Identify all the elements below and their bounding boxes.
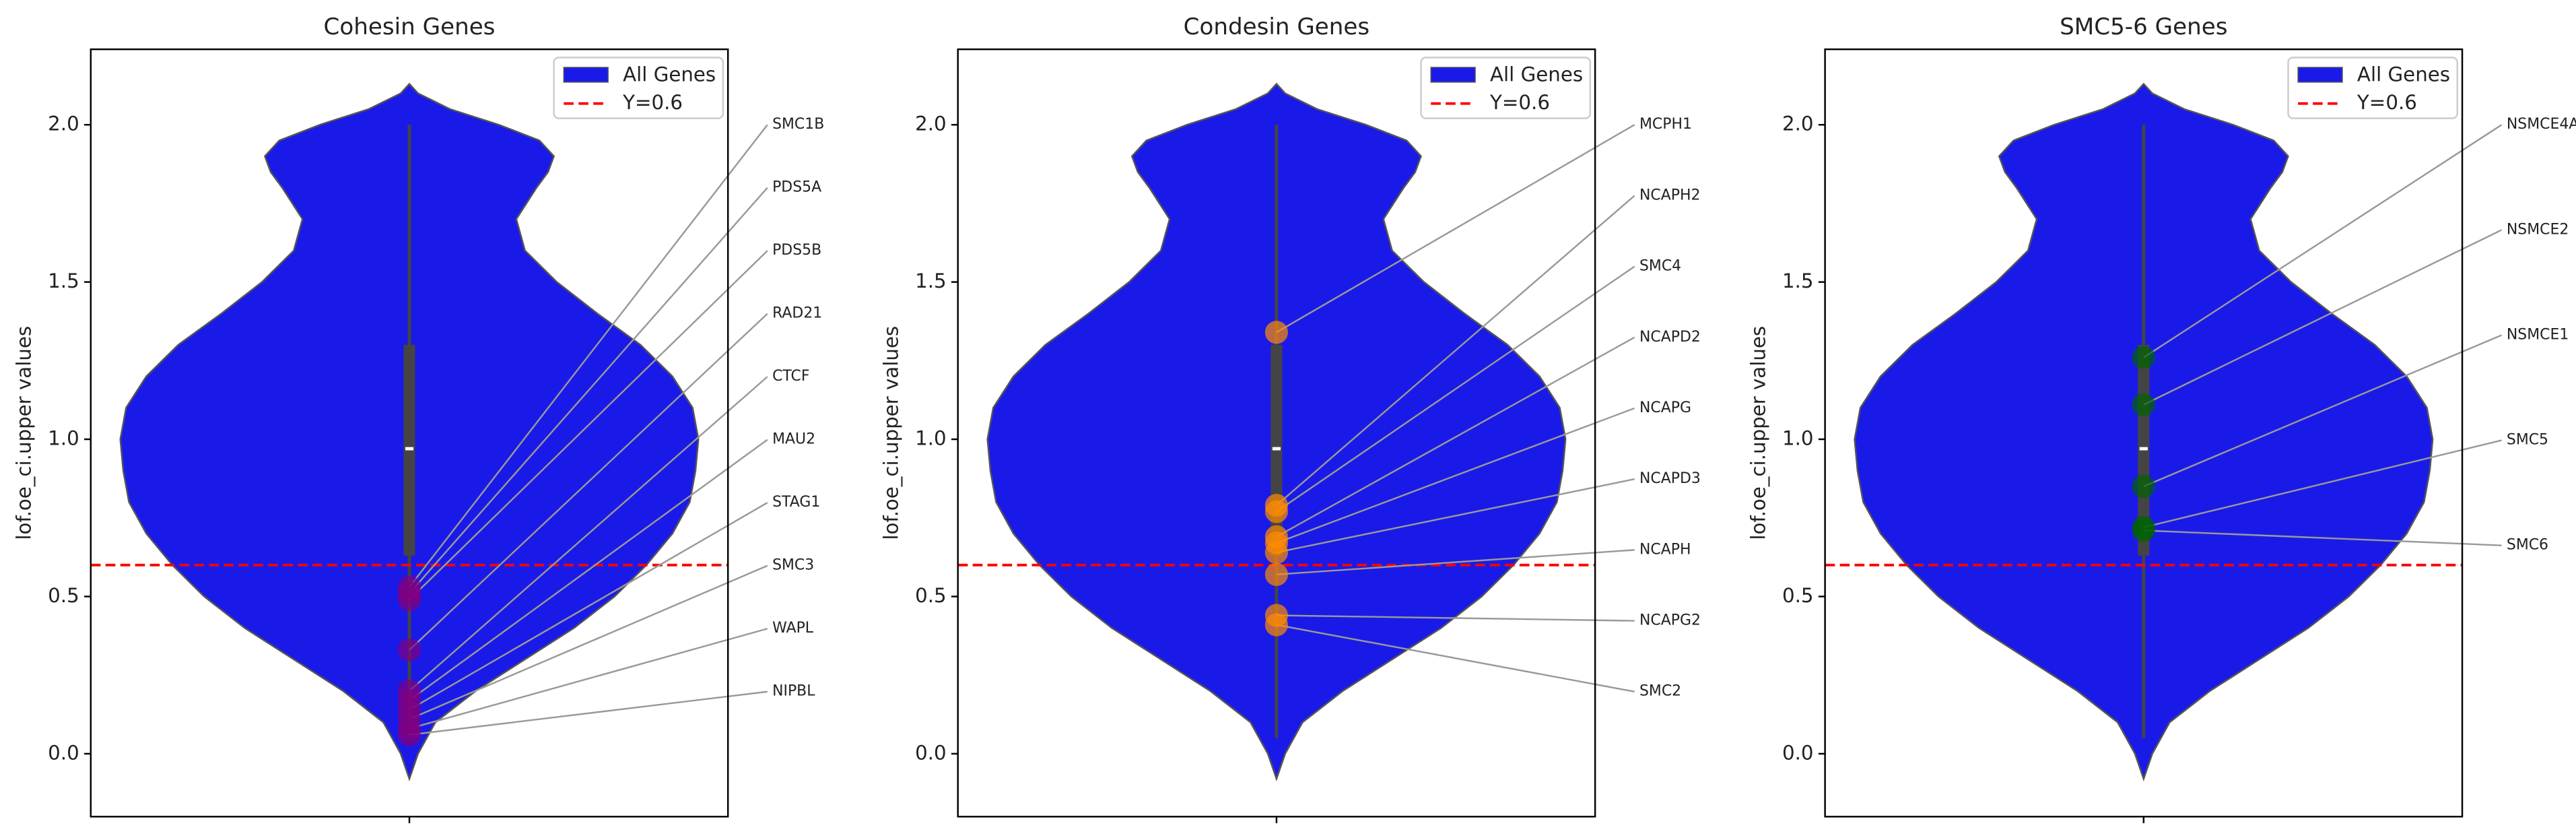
legend-swatch bbox=[1430, 67, 1476, 83]
legend-label: Y=0.6 bbox=[1489, 91, 1550, 114]
gene-label: NIPBL bbox=[772, 683, 815, 700]
gene-point bbox=[2132, 519, 2155, 542]
y-tick-label: 1.5 bbox=[1782, 269, 1814, 292]
gene-label: PDS5A bbox=[772, 179, 821, 196]
legend-label: All Genes bbox=[2357, 63, 2450, 86]
legend-label: Y=0.6 bbox=[2357, 91, 2417, 114]
gene-label: SMC5 bbox=[2507, 432, 2548, 449]
label-connector bbox=[1276, 336, 1635, 538]
label-connector bbox=[1276, 549, 1635, 576]
label-connector bbox=[2143, 229, 2503, 406]
label-connector bbox=[409, 628, 768, 730]
gene-label: NCAPH2 bbox=[1639, 187, 1700, 203]
y-tick-label: 0.0 bbox=[1782, 741, 1814, 764]
label-connector bbox=[409, 690, 768, 736]
gene-point bbox=[1264, 613, 1288, 637]
gene-point bbox=[1264, 321, 1288, 344]
y-tick-label: 1.5 bbox=[48, 269, 79, 292]
label-connector bbox=[1276, 624, 1635, 692]
gene-point bbox=[397, 723, 421, 746]
y-tick-label: 2.0 bbox=[48, 112, 79, 135]
label-connector bbox=[1276, 478, 1635, 554]
label-connector bbox=[1276, 265, 1635, 513]
gene-label: STAG1 bbox=[772, 494, 820, 511]
gene-label: SMC1B bbox=[772, 116, 824, 133]
gene-point bbox=[397, 588, 421, 612]
label-connector bbox=[2143, 334, 2503, 488]
y-tick-label: 0.0 bbox=[48, 741, 79, 764]
legend-label: All Genes bbox=[623, 63, 716, 86]
label-connector bbox=[409, 187, 768, 594]
chart-title: Cohesin Genes bbox=[324, 13, 496, 40]
label-connector bbox=[409, 313, 768, 651]
legend-label: All Genes bbox=[1490, 63, 1583, 86]
gene-label: SMC4 bbox=[1639, 258, 1681, 275]
gene-label: RAD21 bbox=[772, 305, 822, 322]
y-axis-label: lof.oe_ci.upper values bbox=[13, 326, 36, 540]
chart-title: Condesin Genes bbox=[1184, 13, 1370, 40]
gene-label: NCAPG2 bbox=[1639, 612, 1701, 629]
label-connector bbox=[1276, 124, 1635, 333]
label-connector bbox=[409, 250, 768, 601]
label-connector bbox=[409, 376, 768, 692]
label-connector bbox=[409, 502, 768, 711]
y-axis-label: lof.oe_ci.upper values bbox=[1747, 326, 1770, 540]
gene-label: MCPH1 bbox=[1639, 116, 1692, 133]
label-connector bbox=[2143, 439, 2502, 528]
y-tick-label: 2.0 bbox=[1782, 112, 1814, 135]
gene-label: MAU2 bbox=[772, 431, 815, 448]
y-tick-label: 2.0 bbox=[915, 112, 947, 135]
label-connector bbox=[1276, 407, 1635, 544]
gene-label: NCAPD2 bbox=[1639, 329, 1701, 346]
y-tick-label: 1.0 bbox=[915, 427, 947, 450]
gene-point bbox=[2132, 393, 2155, 416]
label-connector bbox=[409, 124, 768, 588]
gene-label: NCAPH bbox=[1639, 541, 1691, 558]
label-connector bbox=[2143, 529, 2502, 546]
y-tick-label: 1.0 bbox=[1782, 427, 1814, 450]
gene-label: NCAPG bbox=[1639, 399, 1691, 416]
gene-label: NCAPD3 bbox=[1639, 470, 1701, 487]
gene-point bbox=[1264, 500, 1288, 523]
label-connector bbox=[409, 439, 768, 701]
legend-swatch bbox=[2297, 67, 2343, 83]
gene-point bbox=[1264, 541, 1288, 565]
gene-label: NSMCE4A bbox=[2507, 116, 2576, 133]
gene-label: SMC2 bbox=[1639, 683, 1681, 700]
label-connector bbox=[2143, 124, 2503, 358]
y-axis-label: lof.oe_ci.upper values bbox=[880, 326, 903, 540]
gene-point bbox=[2132, 346, 2155, 369]
gene-label: WAPL bbox=[772, 620, 814, 637]
label-connector bbox=[1276, 195, 1635, 507]
y-tick-label: 1.0 bbox=[48, 427, 79, 450]
chart-title: SMC5-6 Genes bbox=[2060, 13, 2227, 40]
gene-point bbox=[397, 638, 421, 662]
gene-label: SMC6 bbox=[2507, 537, 2548, 554]
legend-label: Y=0.6 bbox=[622, 91, 683, 114]
label-connector bbox=[1276, 614, 1635, 622]
y-tick-label: 1.5 bbox=[915, 269, 947, 292]
y-tick-label: 0.5 bbox=[915, 584, 947, 607]
label-connector bbox=[409, 565, 768, 720]
gene-point bbox=[1264, 562, 1288, 586]
y-tick-label: 0.0 bbox=[915, 741, 947, 764]
gene-label: NSMCE1 bbox=[2507, 326, 2569, 343]
legend-swatch bbox=[563, 67, 609, 83]
gene-label: CTCF bbox=[772, 368, 809, 385]
y-tick-label: 0.5 bbox=[1782, 584, 1814, 607]
gene-label: PDS5B bbox=[772, 242, 821, 259]
gene-label: SMC3 bbox=[772, 557, 814, 574]
gene-point bbox=[2132, 475, 2155, 498]
gene-label: NSMCE2 bbox=[2507, 221, 2569, 238]
y-tick-label: 0.5 bbox=[48, 584, 79, 607]
